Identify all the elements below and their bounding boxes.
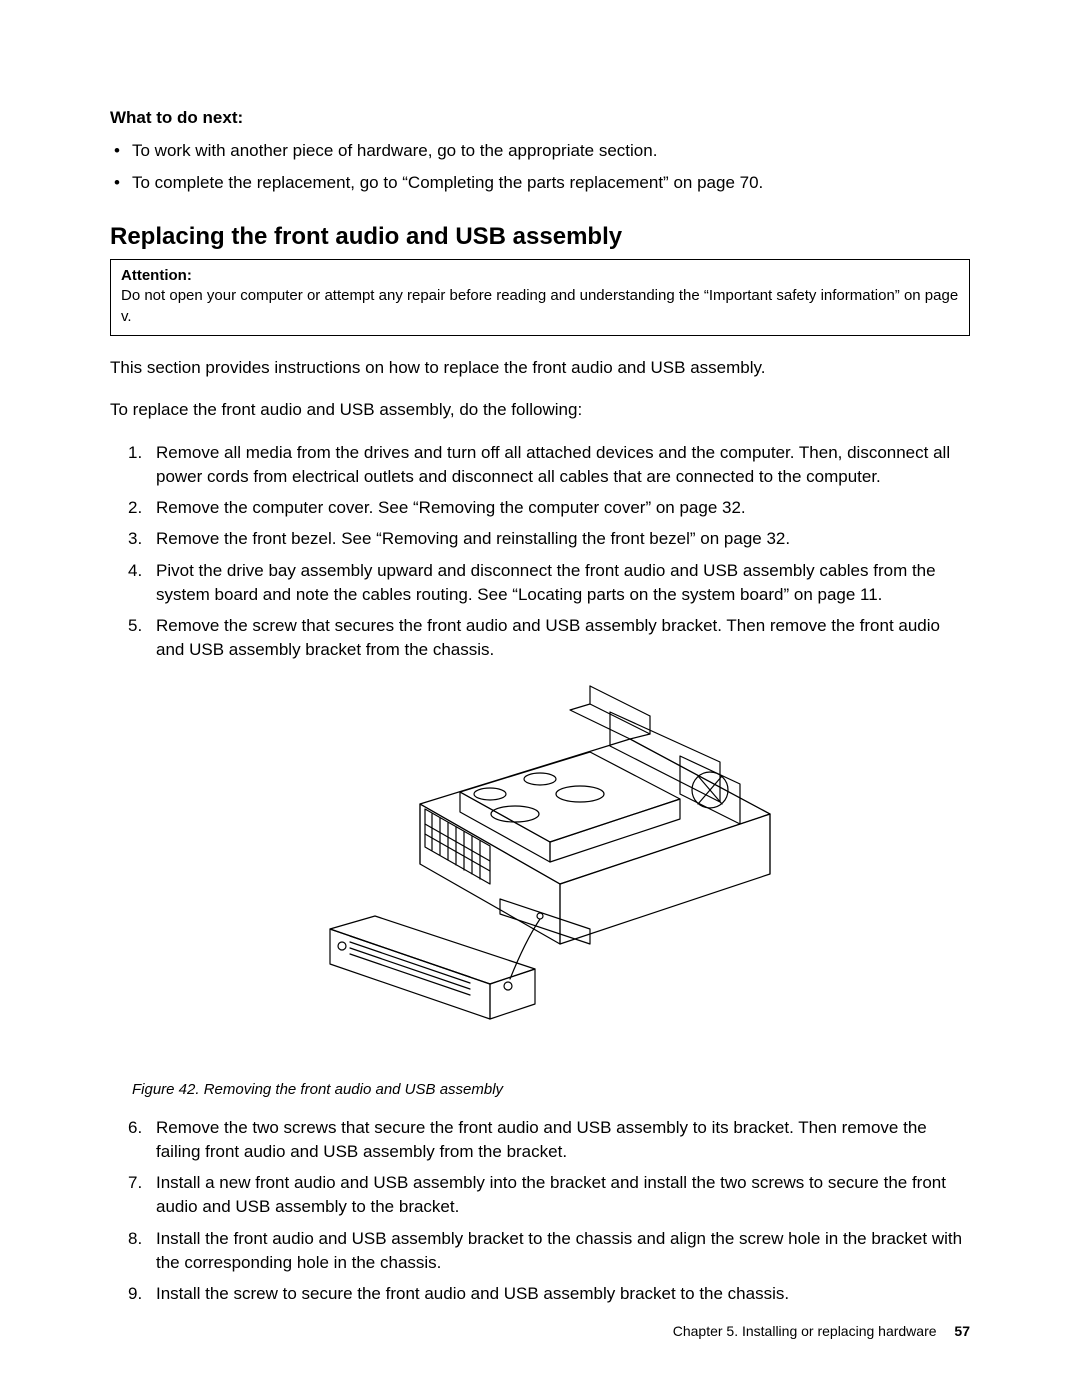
step-item: Install the front audio and USB assembly…: [156, 1227, 970, 1275]
what-next-heading: What to do next:: [110, 108, 970, 128]
figure-caption: Figure 42. Removing the front audio and …: [132, 1081, 970, 1098]
step-item: Install a new front audio and USB assemb…: [156, 1171, 970, 1219]
steps-list-b: Remove the two screws that secure the fr…: [110, 1116, 970, 1306]
step-item: Remove the two screws that secure the fr…: [156, 1116, 970, 1164]
computer-chassis-illustration-icon: [260, 684, 820, 1064]
attention-label: Attention:: [121, 267, 192, 284]
section-heading: Replacing the front audio and USB assemb…: [110, 223, 970, 251]
step-item: Install the screw to secure the front au…: [156, 1282, 970, 1306]
step-item: Remove the screw that secures the front …: [156, 614, 970, 662]
list-item: To work with another piece of hardware, …: [132, 138, 970, 164]
steps-list-a: Remove all media from the drives and tur…: [110, 441, 970, 662]
step-item: Pivot the drive bay assembly upward and …: [156, 559, 970, 607]
figure-number: Figure 42.: [132, 1081, 200, 1098]
step-item: Remove all media from the drives and tur…: [156, 441, 970, 489]
attention-text: Do not open your computer or attempt any…: [121, 287, 958, 324]
figure: [110, 684, 970, 1069]
page: What to do next: To work with another pi…: [0, 0, 1080, 1397]
figure-caption-text: Removing the front audio and USB assembl…: [204, 1081, 503, 1098]
page-footer: Chapter 5. Installing or replacing hardw…: [673, 1323, 970, 1339]
list-item: To complete the replacement, go to “Comp…: [132, 170, 970, 196]
intro-paragraph-2: To replace the front audio and USB assem…: [110, 398, 970, 423]
what-next-list: To work with another piece of hardware, …: [110, 138, 970, 195]
step-item: Remove the computer cover. See “Removing…: [156, 496, 970, 520]
attention-box: Attention: Do not open your computer or …: [110, 259, 970, 336]
step-item: Remove the front bezel. See “Removing an…: [156, 527, 970, 551]
footer-chapter: Chapter 5. Installing or replacing hardw…: [673, 1323, 937, 1339]
intro-paragraph-1: This section provides instructions on ho…: [110, 356, 970, 381]
footer-page-number: 57: [954, 1323, 970, 1339]
